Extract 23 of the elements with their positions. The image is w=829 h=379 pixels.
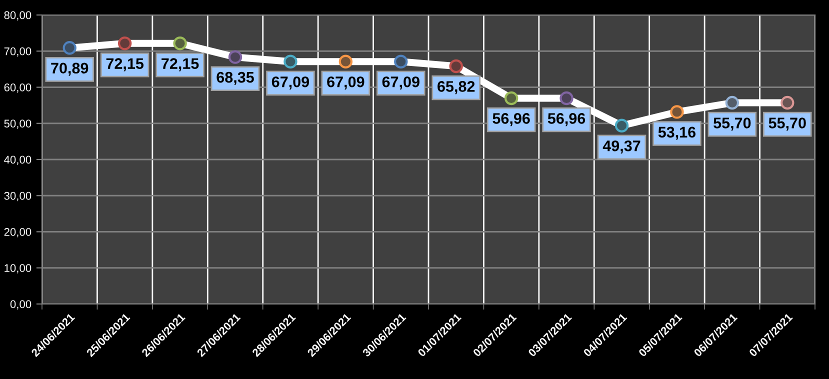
data-label: 72,15 (162, 58, 199, 72)
data-label: 49,37 (602, 140, 640, 154)
data-label: 70,89 (51, 62, 88, 76)
data-label: 53,16 (658, 126, 696, 140)
y-tick-label: 30,00 (4, 192, 32, 202)
data-label: 68,35 (216, 72, 254, 85)
data-label: 56,96 (492, 113, 530, 126)
data-label: 67,09 (272, 76, 310, 90)
y-tick-label: 40,00 (4, 156, 32, 165)
data-label: 67,09 (382, 76, 420, 90)
data-label: 67,09 (327, 76, 364, 90)
data-label: 72,15 (106, 58, 144, 72)
y-tick-label: 70,00 (4, 47, 32, 57)
y-tick-label: 80,00 (4, 11, 32, 20)
y-tick-label: 50,00 (4, 120, 32, 129)
y-tick-label: 20,00 (4, 228, 32, 238)
data-label: 65,82 (438, 81, 475, 94)
y-tick-label: 60,00 (4, 84, 32, 93)
y-tick-label: 10,00 (4, 264, 32, 274)
data-label: 55,70 (714, 118, 751, 131)
y-tick-label: 0,00 (10, 300, 32, 310)
data-label: 56,96 (548, 113, 586, 126)
data-label: 55,70 (768, 118, 806, 131)
